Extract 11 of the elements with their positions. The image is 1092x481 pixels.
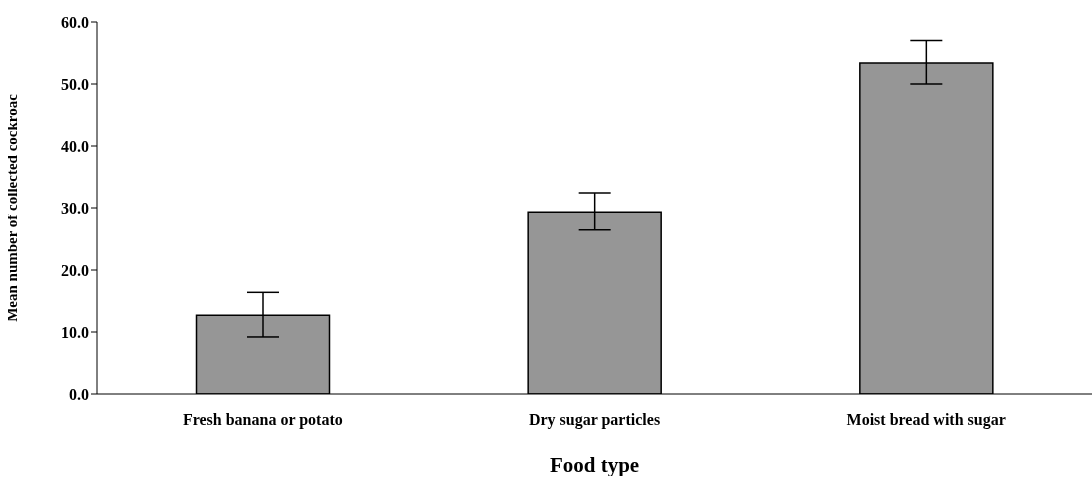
x-axis-title: Food type [549, 453, 640, 477]
x-tick-label: Dry sugar particles [528, 411, 661, 430]
y-tick-label: 10.0 [61, 323, 89, 341]
y-tick-label: 60.0 [61, 13, 89, 31]
x-tick-label: Fresh banana or potato [182, 411, 343, 430]
y-tick-label: 20.0 [61, 261, 89, 279]
y-tick-label: 0.0 [69, 385, 89, 403]
y-tick-label: 40.0 [61, 137, 89, 155]
y-tick-label: 50.0 [61, 75, 89, 93]
x-tick-label: Moist bread with sugar [846, 411, 1006, 430]
y-tick-label: 30.0 [61, 199, 89, 217]
